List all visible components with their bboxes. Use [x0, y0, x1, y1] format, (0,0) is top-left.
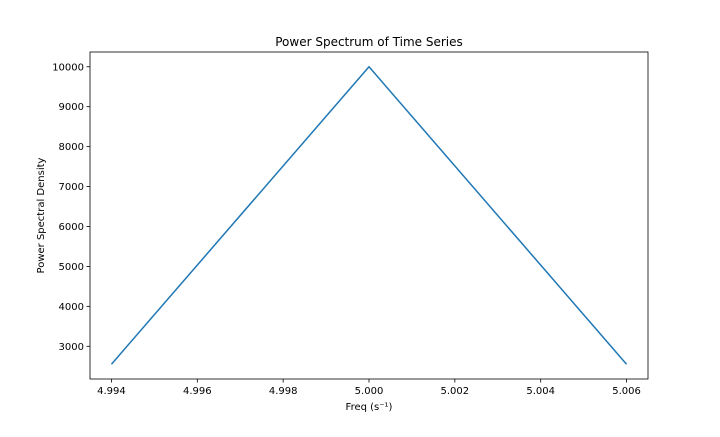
series-line	[110, 66, 628, 365]
y-axis-label: Power Spectral Density	[36, 157, 47, 273]
x-tick-label: 4.996	[183, 386, 212, 397]
y-tick-label: 10000	[52, 62, 84, 73]
y-tick-label: 7000	[59, 182, 84, 193]
x-tick-label: 4.998	[269, 386, 298, 397]
x-tick-label: 5.004	[526, 386, 555, 397]
chart-title: Power Spectrum of Time Series	[275, 35, 463, 49]
x-tick-label: 5.006	[612, 386, 641, 397]
y-tick-label: 8000	[59, 142, 84, 153]
x-axis-ticks: 4.994 4.996 4.998 5.000 5.002 5.004 5.006	[97, 379, 641, 397]
y-tick-label: 3000	[59, 342, 84, 353]
x-tick-label: 5.002	[441, 386, 470, 397]
x-tick-label: 4.994	[97, 386, 126, 397]
y-tick-label: 9000	[59, 102, 84, 113]
axes-frame	[89, 51, 649, 380]
y-tick-label: 4000	[59, 302, 84, 313]
y-tick-label: 5000	[59, 262, 84, 273]
y-axis-ticks: 3000 4000 5000 6000 7000 8000 9000 10000	[52, 62, 90, 353]
y-tick-label: 6000	[59, 222, 84, 233]
plot-area	[110, 66, 628, 365]
x-axis-label: Freq (s⁻¹)	[346, 402, 393, 413]
x-tick-label: 5.000	[355, 386, 384, 397]
